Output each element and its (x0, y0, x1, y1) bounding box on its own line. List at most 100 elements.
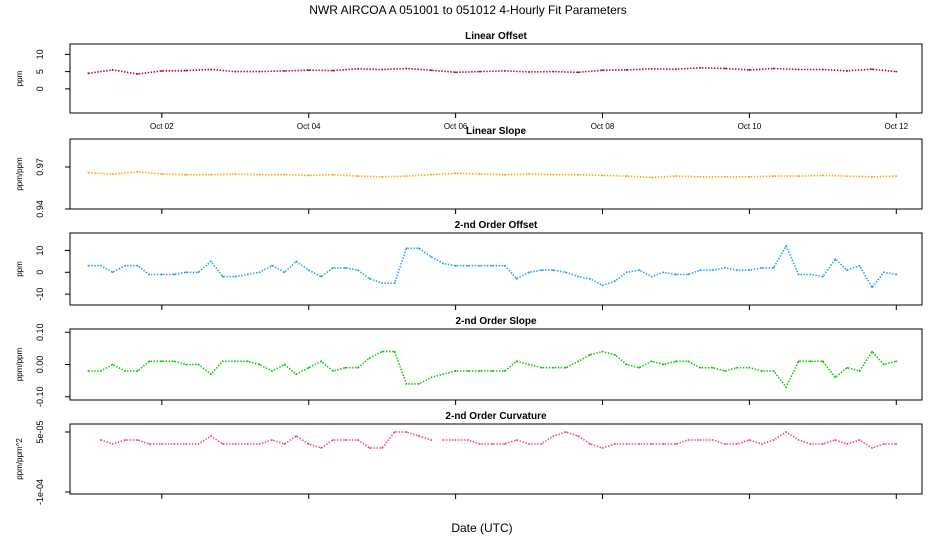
data-point (357, 269, 359, 271)
panel-frame (69, 43, 923, 114)
data-point (307, 69, 310, 72)
data-point (197, 443, 200, 445)
data-point (871, 447, 873, 449)
data-point (601, 69, 604, 72)
data-point (173, 273, 176, 276)
data-point (283, 70, 286, 72)
data-point (381, 447, 384, 449)
data-point (638, 269, 641, 271)
data-point (772, 267, 775, 269)
panel: 2-nd Order Offset ppm -10 0 10 (15, 220, 923, 310)
data-point (430, 256, 433, 258)
data-point (858, 439, 861, 441)
data-point (491, 443, 494, 445)
data-point (393, 431, 396, 433)
data-point (724, 443, 727, 445)
data-point (136, 439, 139, 441)
data-point (405, 67, 408, 70)
data-point (258, 173, 261, 176)
data-point (846, 269, 848, 271)
data-point (283, 173, 286, 176)
data-point (271, 439, 273, 441)
data-point (589, 443, 591, 445)
data-point (589, 353, 591, 356)
data-point (821, 360, 824, 363)
data-point (625, 363, 628, 366)
y-tick-label: 0.00 (35, 356, 45, 374)
data-point (148, 360, 151, 363)
data-point (687, 439, 690, 441)
data-point (111, 68, 114, 71)
data-point (895, 360, 898, 363)
data-point (748, 269, 751, 271)
data-point (882, 443, 885, 445)
data-point (552, 70, 555, 73)
data-point (320, 447, 323, 449)
data-point (332, 69, 334, 72)
data-point (271, 264, 273, 267)
data-point (724, 175, 727, 178)
data-point (160, 360, 163, 363)
data-point (320, 275, 323, 278)
data-point (552, 269, 555, 271)
data-point (283, 271, 286, 274)
data-point (478, 70, 481, 73)
data-point (809, 360, 812, 363)
data-point (148, 273, 151, 276)
x-tick-label: Oct 02 (150, 122, 174, 131)
data-point (577, 71, 580, 74)
data-point (221, 275, 224, 278)
data-point (699, 366, 702, 369)
data-point (210, 373, 212, 376)
data-point (552, 435, 555, 437)
data-point (357, 175, 359, 178)
data-point (882, 363, 885, 366)
data-point (895, 175, 898, 178)
data-point (711, 269, 714, 271)
data-point (564, 366, 567, 369)
data-point (173, 360, 176, 363)
data-point (564, 431, 567, 433)
data-point (111, 173, 114, 175)
data-point (332, 439, 334, 441)
data-point (467, 264, 469, 267)
data-point (675, 68, 677, 71)
data-point (87, 72, 90, 75)
data-point (614, 443, 616, 445)
data-point (442, 439, 445, 441)
y-tick-label: -0.10 (35, 387, 45, 408)
data-point (136, 171, 139, 173)
data-point (234, 360, 237, 363)
series-line (100, 431, 432, 449)
data-point (430, 173, 433, 176)
data-point (307, 366, 310, 369)
data-point (772, 439, 775, 441)
data-point (136, 264, 139, 267)
y-tick-label: 0.97 (35, 158, 45, 176)
data-point (332, 173, 334, 176)
y-axis-label: ppm/ppm^2 (15, 438, 24, 480)
panel-frame (69, 423, 923, 495)
data-point (625, 443, 628, 445)
data-point (638, 443, 641, 445)
data-point (478, 443, 481, 445)
data-point (111, 271, 114, 274)
data-point (405, 431, 408, 433)
data-point (124, 264, 126, 267)
data-point (368, 357, 371, 359)
data-point (210, 173, 212, 176)
data-point (711, 366, 714, 369)
y-tick-label: 5e-05 (35, 420, 45, 443)
data-point (357, 67, 359, 70)
panel-frame (69, 138, 923, 210)
data-point (148, 443, 151, 445)
data-point (381, 282, 384, 285)
data-point (662, 271, 665, 274)
data-point (246, 443, 249, 445)
data-point (332, 267, 334, 269)
data-point (405, 247, 408, 250)
panels: Linear Offset ppm 0 5 10 Oct 02 Oct 04 Oct 06 Oc… (15, 31, 923, 505)
data-point (821, 275, 824, 278)
panel-frame (69, 232, 923, 306)
data-point (160, 173, 163, 175)
